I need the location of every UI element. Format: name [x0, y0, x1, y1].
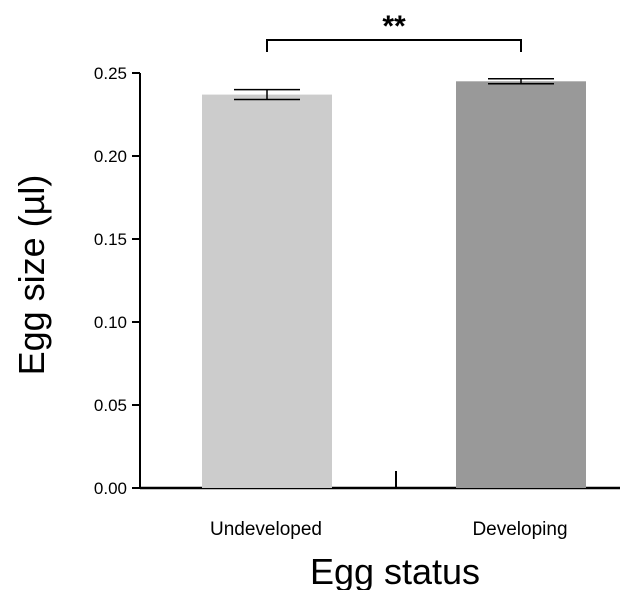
- y-tick-label: 0.00: [94, 479, 127, 498]
- y-tick-label: 0.05: [94, 396, 127, 415]
- y-tick-label: 0.20: [94, 147, 127, 166]
- significance-line: [266, 39, 522, 52]
- y-tick-label: 0.10: [94, 313, 127, 332]
- y-tick-label: 0.25: [94, 64, 127, 83]
- y-axis-title: Egg size (µl): [11, 175, 52, 376]
- bar-undeveloped: [202, 94, 332, 488]
- y-axis: 0.00 0.05 0.10 0.15 0.20 0.25: [94, 64, 141, 498]
- significance-label: **: [382, 10, 406, 43]
- y-tick-label: 0.15: [94, 230, 127, 249]
- x-tick-label: Undeveloped: [210, 519, 322, 540]
- x-tick-label: Developing: [472, 519, 567, 540]
- significance-bracket: **: [266, 10, 522, 52]
- x-axis-title: Egg status: [310, 551, 480, 590]
- bar-developing: [456, 81, 586, 489]
- bars: [202, 81, 586, 489]
- error-bars: [234, 78, 554, 101]
